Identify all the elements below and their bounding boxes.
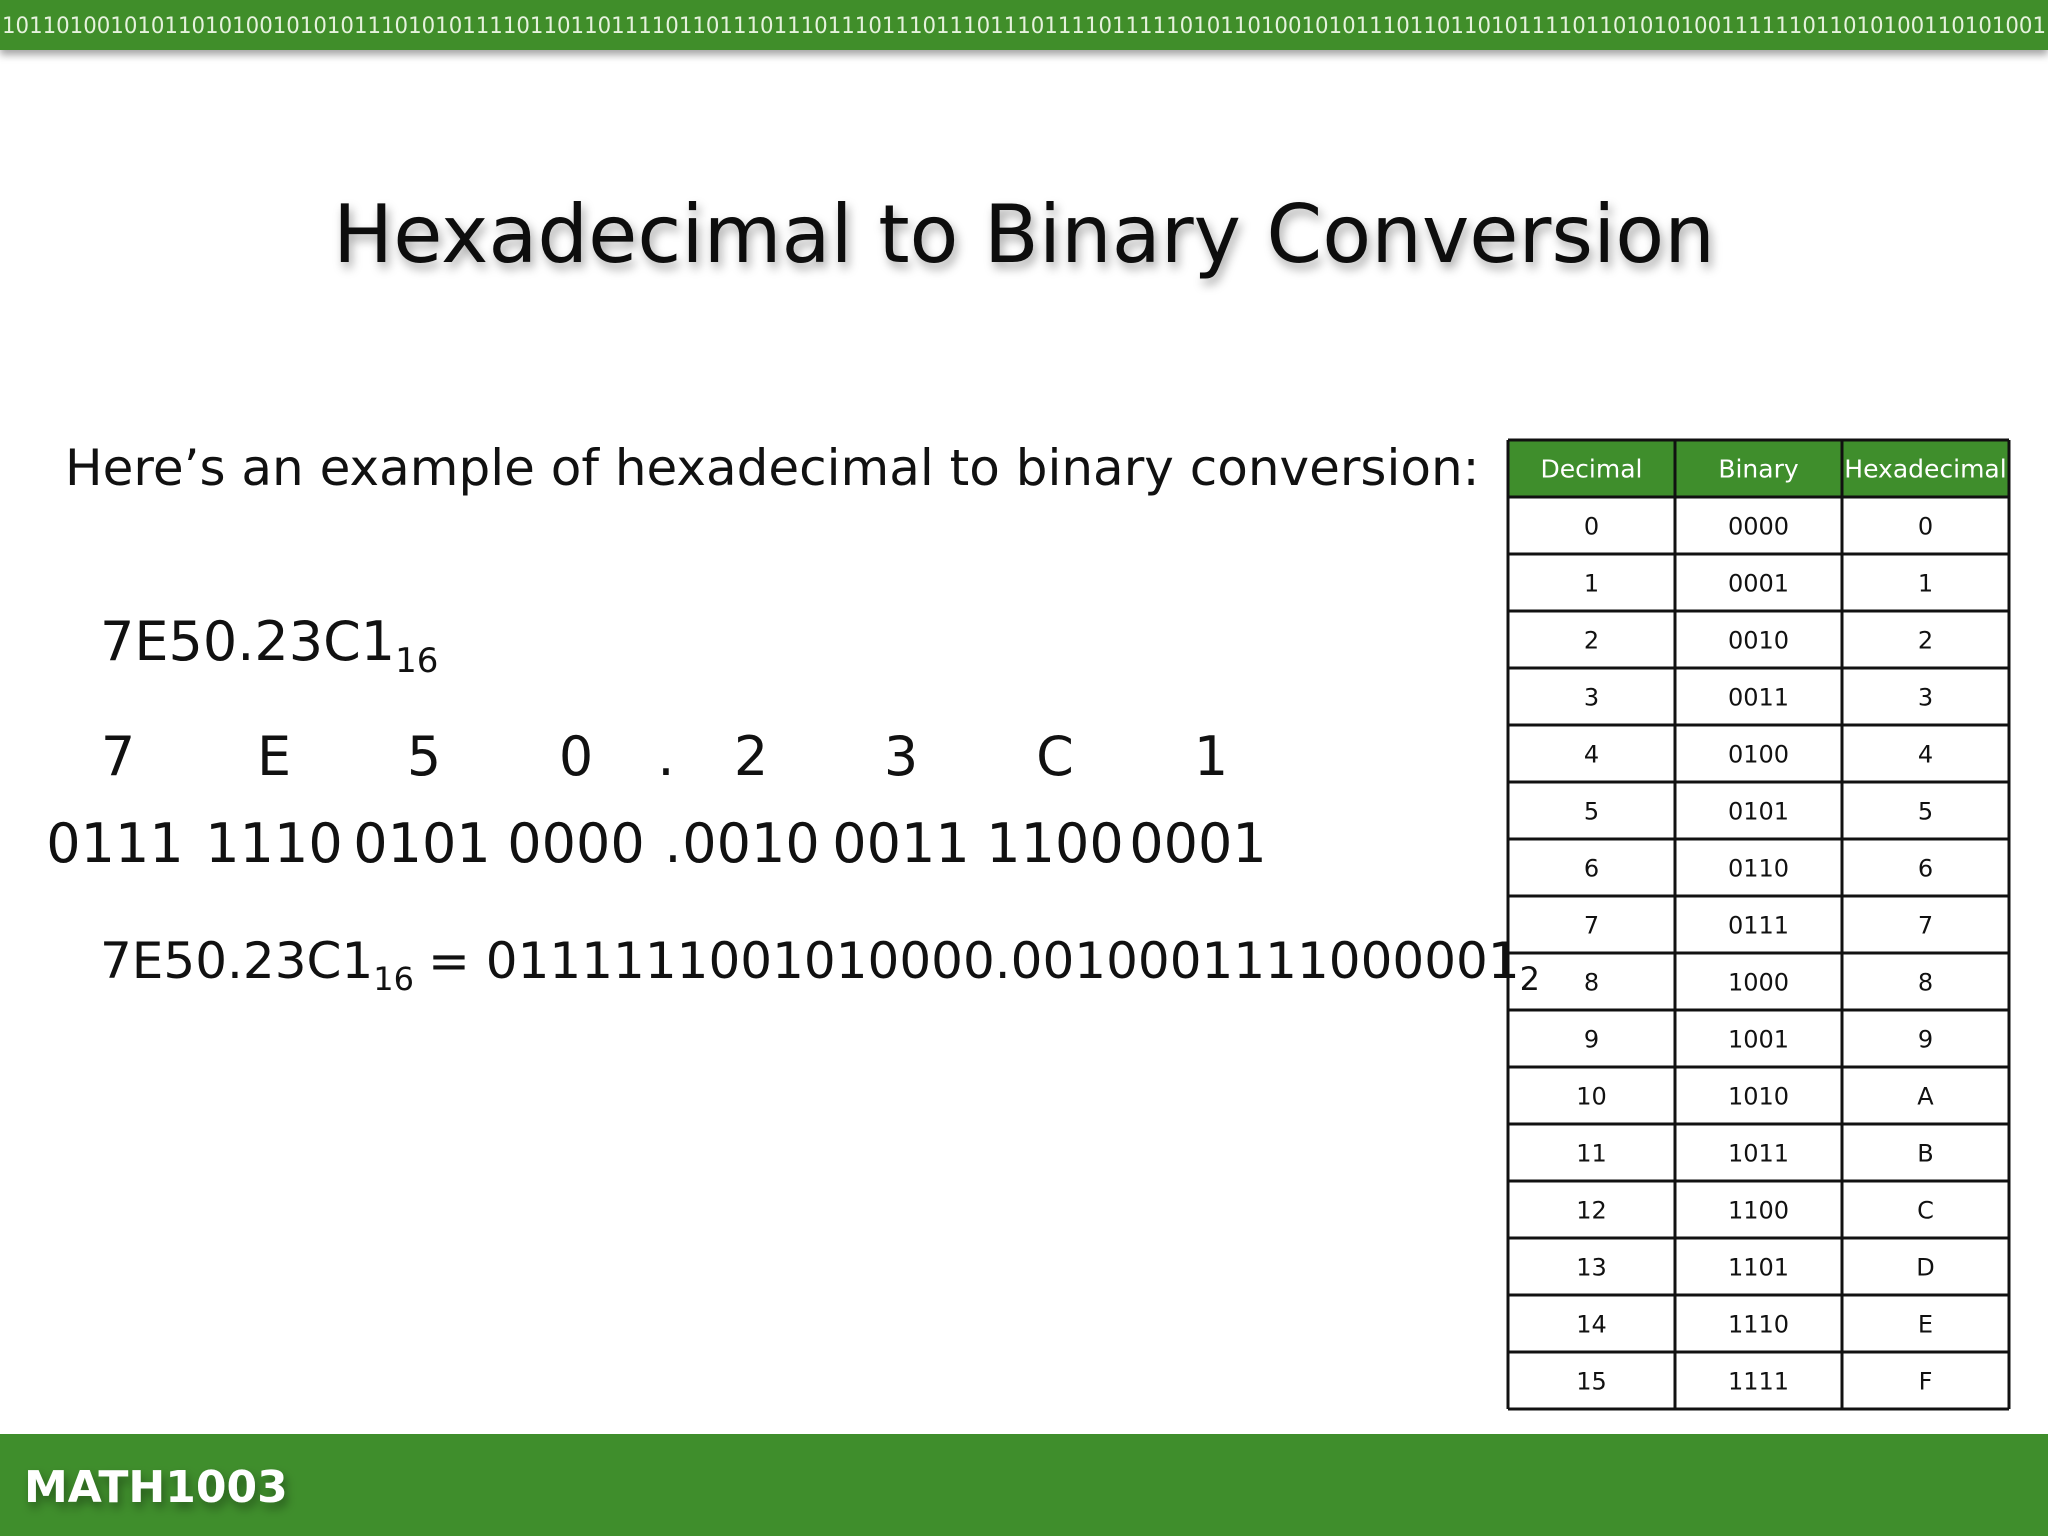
table-cell: 3 — [1584, 684, 1599, 712]
result-hex: 7E50.23C1 — [100, 932, 373, 990]
table-cell: 7 — [1584, 912, 1599, 940]
binary-group: 1100 — [986, 812, 1123, 875]
table-cell: 0 — [1918, 513, 1933, 541]
table-cell: 13 — [1576, 1254, 1607, 1282]
hex-digit: 5 — [407, 725, 441, 788]
table-cell: 9 — [1584, 1026, 1599, 1054]
table-cell: 5 — [1584, 798, 1599, 826]
table-cell: E — [1918, 1311, 1933, 1339]
binary-group: 0101 — [353, 812, 490, 875]
binary-group: 0011 — [832, 812, 969, 875]
table-cell: 1 — [1918, 570, 1933, 598]
result-equation: 7E50.23C116 = 0111111001010000.0010001111… — [100, 932, 1540, 998]
hex-digit: 7 — [101, 725, 135, 788]
table-cell: 0001 — [1728, 570, 1789, 598]
binary-group: . — [664, 812, 681, 875]
table-cell: 11 — [1576, 1140, 1607, 1168]
table-cell: 1000 — [1728, 969, 1789, 997]
binary-groups-row: 0111 1110 0101 0000. 0010 0011 1100 0001 — [46, 812, 1266, 875]
hex-digit: . — [657, 725, 674, 788]
table-cell: 8 — [1584, 969, 1599, 997]
table-cell: 1111 — [1728, 1368, 1789, 1396]
table-cell: 1 — [1584, 570, 1599, 598]
binary-group: 0000 — [507, 812, 644, 875]
binary-group: 0001 — [1129, 812, 1266, 875]
table-cell: 0010 — [1728, 627, 1789, 655]
table-cell: 14 — [1576, 1311, 1607, 1339]
course-code: MATH1003 — [24, 1462, 288, 1513]
hex-digit: 3 — [884, 725, 918, 788]
binary-strip: 1011010010101101010010101011101010111101… — [2, 14, 2046, 39]
table-cell: 1100 — [1728, 1197, 1789, 1225]
table-cell: 8 — [1918, 969, 1933, 997]
table-cell: 7 — [1918, 912, 1933, 940]
hex-digit: 2 — [734, 725, 768, 788]
table-cell: 0100 — [1728, 741, 1789, 769]
hex-digit: 0 — [559, 725, 593, 788]
table-cell: 0000 — [1728, 513, 1789, 541]
table-cell: 1010 — [1728, 1083, 1789, 1111]
table-cell: 3 — [1918, 684, 1933, 712]
hex-digit: 1 — [1194, 725, 1228, 788]
binary-group: 0111 — [46, 812, 183, 875]
table-cell: 0011 — [1728, 684, 1789, 712]
hex-digit: E — [257, 725, 291, 788]
table-cell: A — [1917, 1083, 1934, 1111]
hex-value: 7E50.23C1 — [100, 610, 395, 673]
table-cell: 10 — [1576, 1083, 1607, 1111]
table-cell: 9 — [1918, 1026, 1933, 1054]
column-header: Decimal — [1541, 455, 1643, 484]
table-cell: F — [1919, 1368, 1933, 1396]
binary-group: 0010 — [682, 812, 819, 875]
binary-group: 1110 — [205, 812, 342, 875]
column-header: Binary — [1718, 455, 1799, 484]
table-cell: 2 — [1584, 627, 1599, 655]
slide-title: Hexadecimal to Binary Conversion — [333, 188, 1715, 281]
hex-digit: C — [1036, 725, 1074, 788]
table-cell: 1101 — [1728, 1254, 1789, 1282]
result-binary-base: 2 — [1520, 960, 1540, 998]
table-cell: D — [1916, 1254, 1934, 1282]
table-cell: 0 — [1584, 513, 1599, 541]
hex-digits-row: 7 E 5 0. 2 3 C 1 — [101, 725, 1228, 788]
top-bar — [0, 0, 2048, 50]
table-cell: 1001 — [1728, 1026, 1789, 1054]
base-subscript: 16 — [395, 641, 438, 681]
result-hex-base: 16 — [373, 960, 414, 998]
table-cell: 4 — [1918, 741, 1933, 769]
intro-text: Here’s an example of hexadecimal to bina… — [65, 439, 1479, 497]
column-header: Hexadecimal — [1844, 455, 2006, 484]
table-cell: 1110 — [1728, 1311, 1789, 1339]
table-cell: 1011 — [1728, 1140, 1789, 1168]
table-cell: 0101 — [1728, 798, 1789, 826]
table-cell: 4 — [1584, 741, 1599, 769]
table-cell: 5 — [1918, 798, 1933, 826]
table-cell: 6 — [1584, 855, 1599, 883]
result-binary: = 0111111001010000.0010001111000001 — [428, 932, 1520, 990]
table-cell: B — [1917, 1140, 1933, 1168]
table-cell: C — [1917, 1197, 1934, 1225]
footer-bar — [0, 1434, 2048, 1536]
table-cell: 6 — [1918, 855, 1933, 883]
hex-number: 7E50.23C116 — [100, 610, 438, 681]
table-cell: 15 — [1576, 1368, 1607, 1396]
table-cell: 12 — [1576, 1197, 1607, 1225]
table-cell: 0110 — [1728, 855, 1789, 883]
table-cell: 0111 — [1728, 912, 1789, 940]
table-header-bg — [1508, 440, 2009, 497]
table-cell: 2 — [1918, 627, 1933, 655]
